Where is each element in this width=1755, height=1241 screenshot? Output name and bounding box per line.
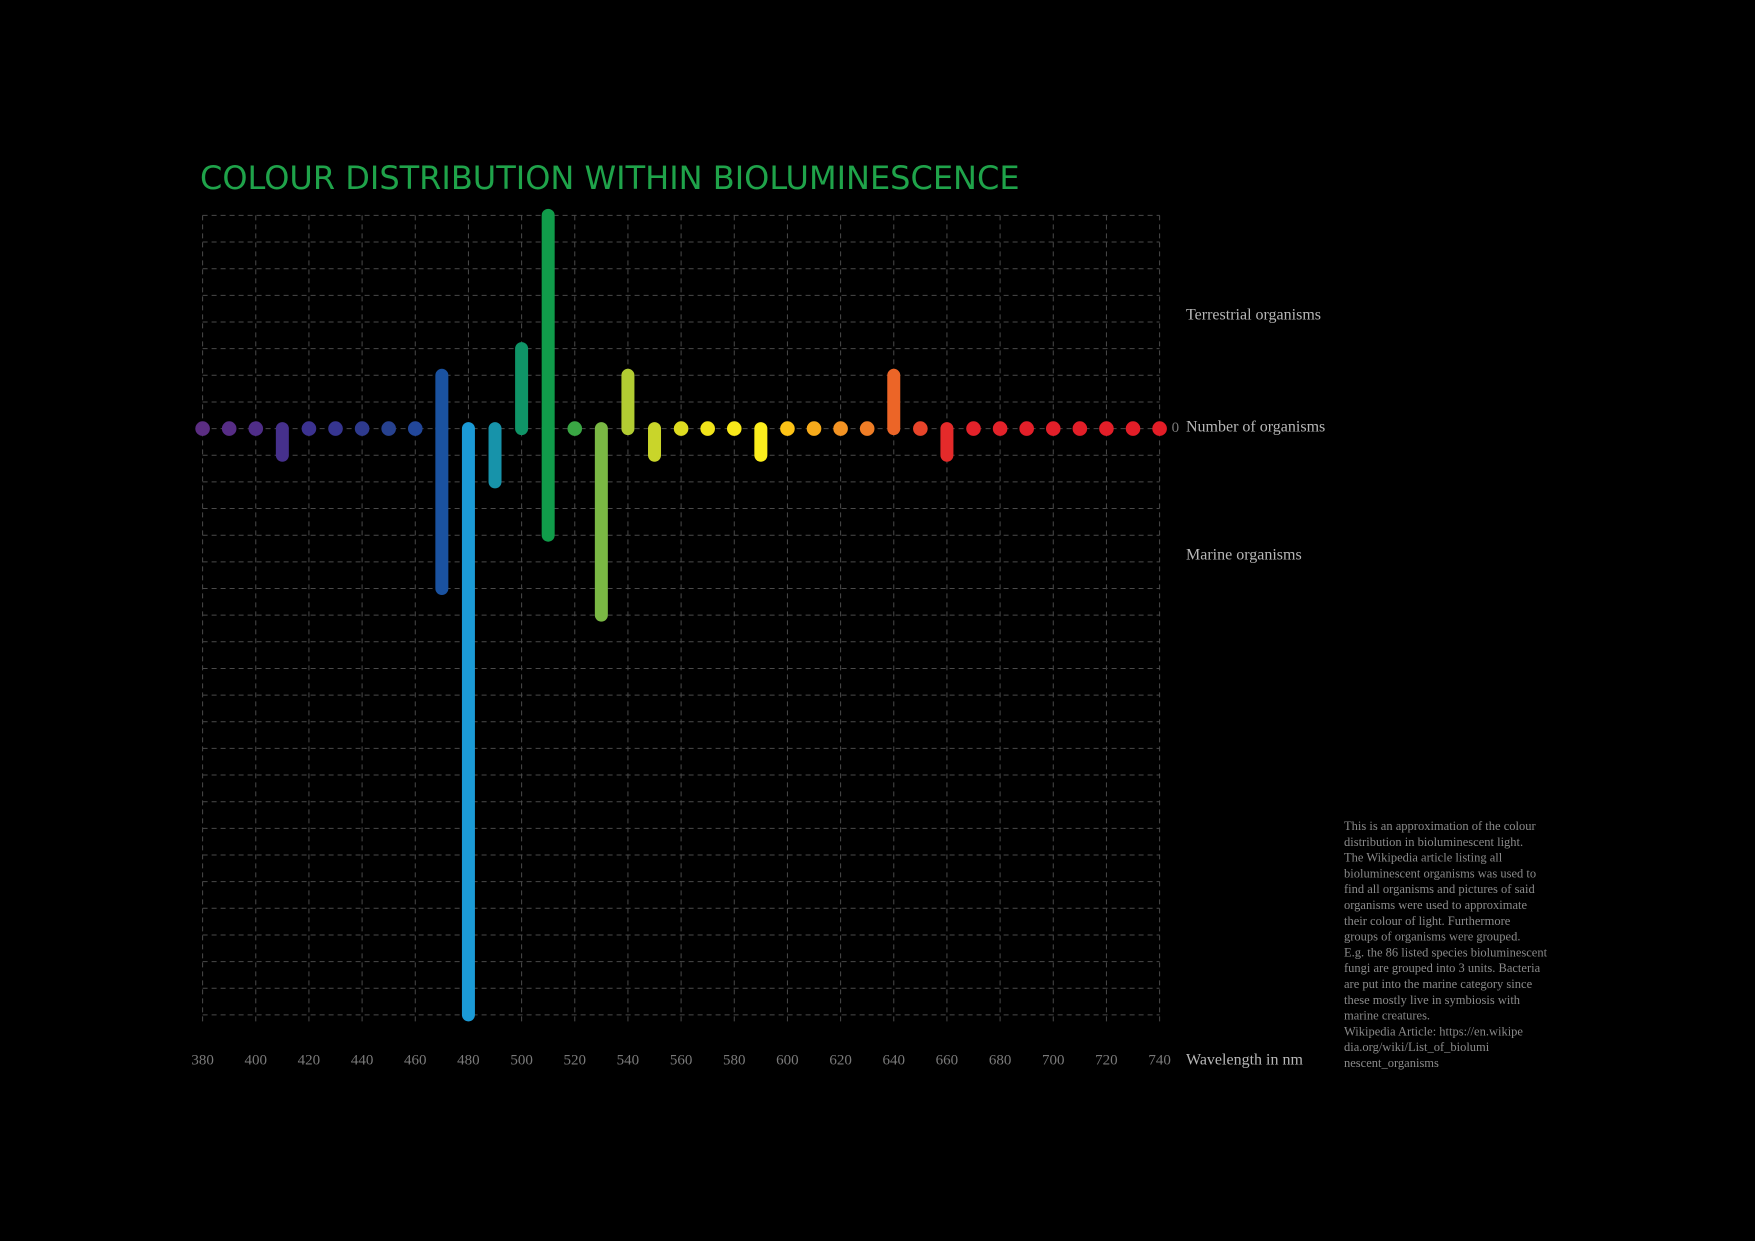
x-tick-label: 660 [936,1052,959,1068]
x-tick-label: 620 [829,1052,852,1068]
note-line: E.g. the 86 listed species bioluminescen… [1344,945,1548,959]
x-tick-label: 500 [510,1052,533,1068]
zero-dot [966,421,981,436]
x-tick-label: 420 [298,1052,321,1068]
y-axis-label: Number of organisms [1186,419,1325,436]
chart-title: COLOUR DISTRIBUTION WITHIN BIOLUMINESCEN… [200,159,1020,197]
zero-dot [780,421,795,436]
zero-dot [301,421,317,436]
x-tick-label: 460 [404,1052,427,1068]
x-tick-label: 740 [1148,1052,1171,1068]
zero-dot [354,421,370,436]
x-tick-label: 580 [723,1052,746,1068]
zero-dot [567,421,583,436]
marks [195,208,1167,1022]
x-tick-label: 720 [1095,1052,1118,1068]
x-tick-label: 480 [457,1052,480,1068]
zero-dot [992,421,1008,436]
zero-dot [1072,421,1088,436]
zero-dot [806,421,822,436]
note-line: This is an approximation of the colour [1344,819,1536,833]
note-line: find all organisms and pictures of said [1344,882,1535,896]
x-tick-label: 380 [191,1052,214,1068]
x-tick-label: 520 [564,1052,587,1068]
zero-dot [221,421,237,436]
zero-dot [1152,421,1167,436]
x-tick-label: 560 [670,1052,693,1068]
x-tick-label: 600 [776,1052,799,1068]
zero-dot [913,421,928,436]
note-line: their colour of light. Furthermore [1344,914,1511,928]
zero-dot [673,421,689,436]
zero-dot [1019,421,1034,436]
y-tick-label: 0 [1172,420,1180,436]
zero-dot [726,421,742,436]
note-line: The Wikipedia article listing all [1344,851,1503,865]
note-line: nescent_organisms [1344,1056,1439,1070]
note-line: groups of organisms were grouped. [1344,930,1520,944]
legend-terrestrial: Terrestrial organisms [1186,307,1321,324]
x-tick-label: 400 [245,1052,268,1068]
note-line: dia.org/wiki/List_of_biolumi [1344,1040,1490,1054]
note-line: organisms were used to approximate [1344,898,1528,912]
note-line: fungi are grouped into 3 units. Bacteria [1344,961,1541,975]
x-tick-label: 700 [1042,1052,1065,1068]
zero-dot [328,421,343,436]
x-tick-label: 540 [617,1052,640,1068]
zero-dot [700,421,715,436]
note-line: bioluminescent organisms was used to [1344,866,1536,880]
legend-marine: Marine organisms [1186,547,1302,564]
note-line: marine creatures. [1344,1009,1430,1023]
note-line: Wikipedia Article: https://en.wikipe [1344,1024,1523,1038]
zero-dot [859,421,875,436]
zero-dot [1045,421,1061,436]
zero-dot [195,421,210,436]
zero-dot [833,421,848,436]
zero-dot [381,421,396,436]
x-tick-label: 640 [883,1052,906,1068]
note-line: are put into the marine category since [1344,977,1533,991]
zero-dot [1099,421,1114,436]
note-line: distribution in bioluminescent light. [1344,835,1523,849]
x-tick-label: 680 [989,1052,1012,1068]
x-tick-label: 440 [351,1052,374,1068]
zero-dot [1125,421,1141,436]
note-line: these mostly live in symbiosis with [1344,993,1521,1007]
x-axis-label: Wavelength in nm [1186,1052,1303,1069]
zero-dot [248,421,264,436]
zero-dot [407,421,423,436]
grid [202,214,1161,1023]
